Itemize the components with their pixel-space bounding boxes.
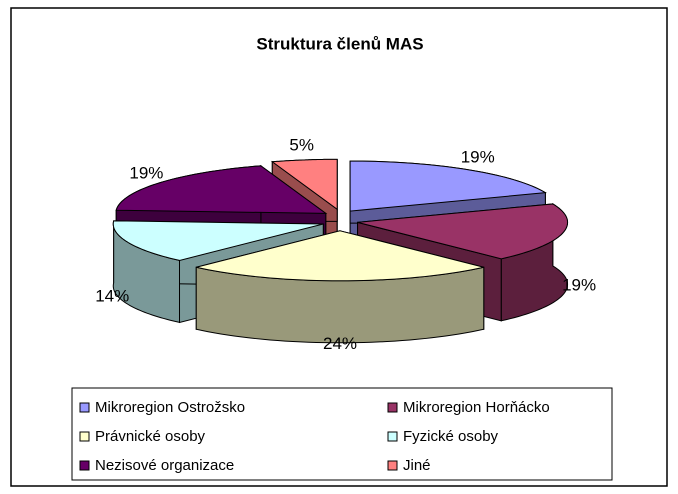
legend-label: Jiné: [403, 457, 431, 474]
legend: [71, 387, 613, 481]
legend-items: Mikroregion Ostrožsko Mikroregion Horňáck…: [79, 399, 550, 474]
chart-title: Struktura členů MAS: [256, 34, 423, 53]
legend-label: Právnické osoby: [95, 428, 206, 445]
slice-top: [270, 158, 338, 211]
legend-label: Mikroregion Ostrožsko: [95, 399, 245, 416]
slice-top: [112, 220, 324, 261]
data-label: 19%: [461, 147, 495, 166]
slice-top: [357, 203, 569, 260]
legend-swatch: [79, 402, 90, 413]
data-label: 24%: [323, 334, 357, 353]
legend-swatch: [387, 431, 398, 442]
data-label: 19%: [129, 164, 163, 183]
slice-top: [196, 230, 484, 282]
legend-swatch: [79, 431, 90, 442]
legend-label: Fyzické osoby: [403, 428, 499, 445]
slice-top: [115, 165, 328, 214]
data-label: 14%: [95, 287, 129, 306]
slice-top: [349, 160, 547, 212]
legend-label: Mikroregion Horňácko: [403, 399, 550, 416]
legend-label: Nezisové organizace: [95, 457, 234, 474]
slice: [195, 230, 485, 344]
data-label: 19%: [562, 275, 596, 294]
legend-swatch: [79, 460, 90, 471]
pie: [112, 158, 569, 344]
legend-swatch: [387, 460, 398, 471]
data-label: 5%: [289, 135, 314, 154]
legend-swatch: [387, 402, 398, 413]
